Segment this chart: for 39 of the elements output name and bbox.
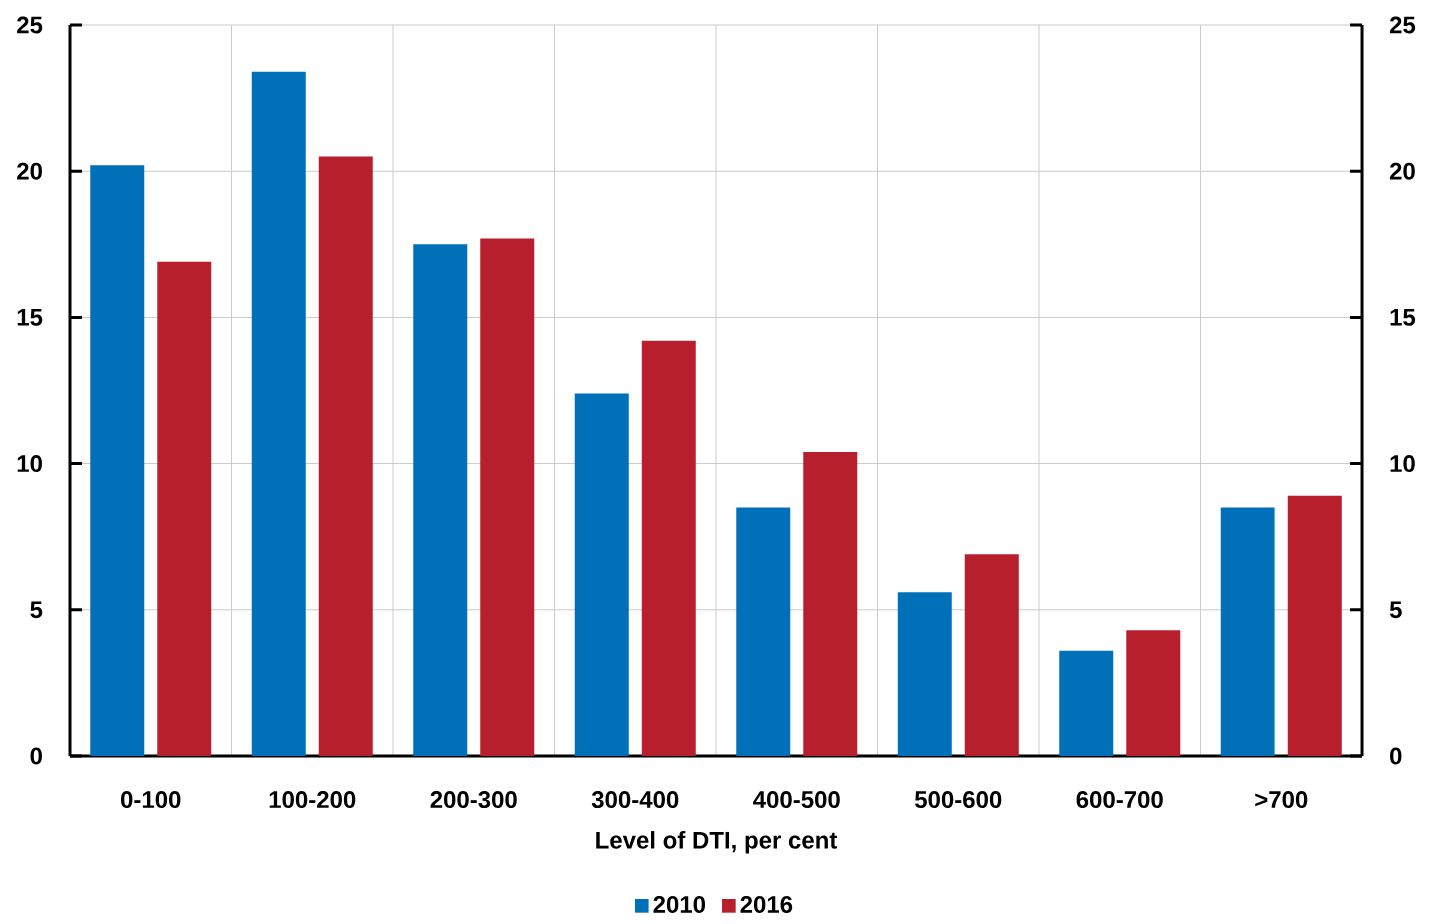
bar (897, 592, 952, 757)
x-tick-label: 300-400 (591, 791, 679, 809)
bar (574, 393, 629, 757)
x-tick-label: 600-700 (1076, 791, 1163, 809)
bar (736, 507, 791, 757)
x-tick-label: >700 (1255, 791, 1308, 809)
x-tick-label: 400-500 (753, 791, 840, 809)
bar (1287, 495, 1342, 757)
y2-tick-label: 15 (17, 309, 43, 326)
bar (318, 156, 373, 757)
bar (157, 261, 212, 757)
bar (1126, 630, 1181, 757)
y2-tick-label: 25 (17, 16, 43, 34)
legend-label: 2010 (653, 896, 706, 914)
bar (251, 71, 306, 757)
y-tick-label: 15 (1390, 309, 1416, 326)
bar (964, 554, 1019, 757)
legend-label: 2016 (740, 896, 793, 914)
x-tick-label: 200-300 (430, 791, 517, 809)
y-tick-label: 5 (1389, 601, 1402, 619)
y2-tick-label: 10 (17, 455, 42, 473)
y2-tick-label: 0 (30, 747, 42, 765)
x-axis-title: Level of DTI, per cent (596, 831, 838, 854)
y-tick-label: 20 (1389, 162, 1415, 180)
bar (803, 452, 858, 757)
bar (90, 165, 145, 757)
y-tick-label: 25 (1389, 16, 1416, 34)
x-tick-label: 500-600 (914, 791, 1002, 809)
y-tick-label: 0 (1390, 747, 1402, 765)
bar (1220, 507, 1275, 757)
y-tick-label: 10 (1390, 455, 1415, 473)
x-tick-label: 100-200 (269, 791, 356, 809)
bar (641, 340, 696, 757)
bar (1059, 650, 1114, 757)
y2-tick-label: 20 (17, 162, 42, 180)
y2-tick-label: 5 (30, 601, 43, 619)
x-tick-label: 0-100 (121, 791, 181, 809)
bar (480, 238, 535, 757)
bar (413, 244, 468, 757)
